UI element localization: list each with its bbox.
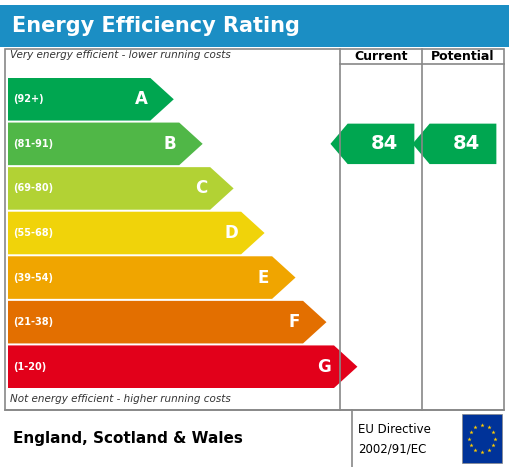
Polygon shape bbox=[8, 78, 174, 120]
Bar bbox=[0, 5, 509, 47]
Text: Not energy efficient - higher running costs: Not energy efficient - higher running co… bbox=[10, 395, 231, 404]
Text: Current: Current bbox=[354, 50, 408, 63]
Text: England, Scotland & Wales: England, Scotland & Wales bbox=[13, 431, 243, 446]
Text: F: F bbox=[289, 313, 300, 331]
Text: 84: 84 bbox=[371, 134, 398, 153]
Text: Energy Efficiency Rating: Energy Efficiency Rating bbox=[12, 16, 300, 36]
Polygon shape bbox=[8, 256, 296, 299]
Polygon shape bbox=[8, 212, 265, 255]
Text: A: A bbox=[134, 90, 148, 108]
Text: (21-38): (21-38) bbox=[13, 317, 53, 327]
Text: (69-80): (69-80) bbox=[13, 184, 53, 193]
Text: 84: 84 bbox=[453, 134, 480, 153]
Polygon shape bbox=[8, 346, 357, 388]
Text: (92+): (92+) bbox=[13, 94, 44, 104]
Text: (55-68): (55-68) bbox=[13, 228, 53, 238]
Polygon shape bbox=[330, 124, 414, 164]
Text: Potential: Potential bbox=[431, 50, 495, 63]
Text: G: G bbox=[317, 358, 331, 376]
Text: C: C bbox=[195, 179, 207, 198]
Text: (39-54): (39-54) bbox=[13, 273, 53, 283]
Text: B: B bbox=[163, 135, 176, 153]
Text: E: E bbox=[258, 269, 269, 287]
Text: 2002/91/EC: 2002/91/EC bbox=[358, 442, 427, 455]
Polygon shape bbox=[8, 167, 234, 210]
Text: EU Directive: EU Directive bbox=[358, 424, 431, 437]
Text: (1-20): (1-20) bbox=[13, 362, 46, 372]
Bar bbox=[5, 49, 504, 410]
Text: D: D bbox=[224, 224, 238, 242]
Polygon shape bbox=[8, 301, 326, 343]
Polygon shape bbox=[412, 124, 496, 164]
Text: Very energy efficient - lower running costs: Very energy efficient - lower running co… bbox=[10, 50, 231, 59]
Polygon shape bbox=[8, 122, 203, 165]
Text: (81-91): (81-91) bbox=[13, 139, 53, 149]
Bar bbox=[462, 414, 502, 463]
